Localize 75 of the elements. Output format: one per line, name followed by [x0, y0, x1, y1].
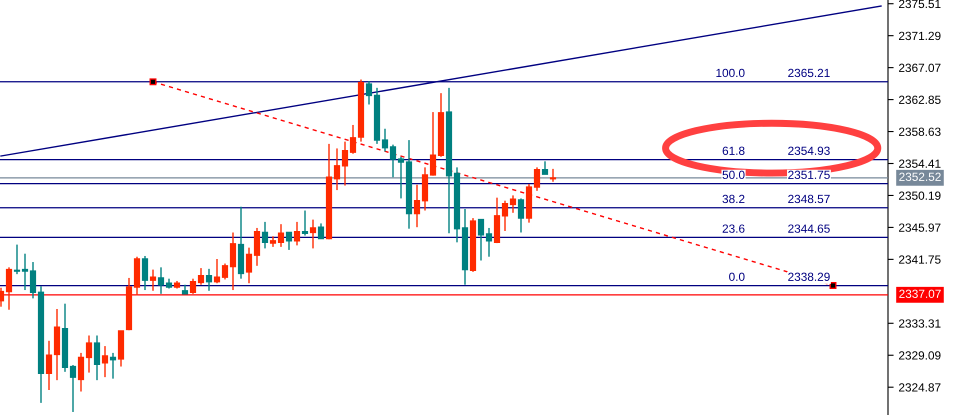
annotation: 38.2	[722, 194, 744, 204]
candlestick	[270, 236, 276, 248]
candlestick	[254, 227, 260, 267]
candlestick	[22, 253, 28, 291]
candlestick	[198, 267, 204, 286]
candlestick	[398, 156, 404, 200]
candlestick	[206, 268, 212, 292]
candlestick	[14, 244, 20, 275]
annotation: 2351.75	[788, 170, 830, 180]
candlestick	[70, 364, 76, 413]
candlestick	[342, 140, 348, 186]
candlestick	[166, 278, 172, 290]
candlestick	[510, 194, 516, 214]
annotation: 50.0	[722, 170, 745, 180]
candlestick	[262, 221, 268, 250]
candlestick	[142, 255, 148, 291]
candlestick	[550, 168, 556, 182]
candlestick	[30, 261, 36, 300]
candlestick	[278, 223, 284, 248]
ref-line-label: 2337.07	[899, 290, 941, 298]
candlestick	[534, 166, 540, 192]
candlestick	[158, 266, 164, 295]
candlestick	[230, 232, 236, 291]
candlestick	[502, 200, 508, 232]
y-tick-label: 2371.29	[899, 32, 941, 40]
candlestick	[382, 128, 388, 152]
y-tick-label: 2333.31	[899, 319, 941, 328]
candlestick	[78, 352, 84, 392]
candlestick	[150, 268, 156, 292]
candlestick	[366, 80, 372, 106]
y-tick-label: 2362.85	[899, 96, 941, 104]
candlestick	[102, 345, 108, 378]
annotation: 23.6	[722, 224, 745, 233]
candlestick	[334, 148, 340, 191]
y-tick-label: 2350.19	[899, 191, 941, 200]
candlestick	[6, 266, 12, 310]
candlestick	[478, 218, 484, 262]
annotation: 2338.29	[788, 272, 830, 281]
annotation: 100.0	[716, 68, 745, 78]
y-tick-label: 2329.09	[899, 351, 941, 360]
candlestick	[214, 258, 220, 284]
candlestick	[430, 111, 436, 176]
candlestick	[310, 218, 316, 250]
y-tick-label: 2324.87	[899, 383, 940, 392]
annotation: 61.8	[722, 146, 745, 155]
candlestick	[286, 232, 292, 251]
candlestick	[302, 210, 308, 236]
y-tick-label: 2341.75	[899, 255, 941, 264]
candlestick	[542, 160, 548, 175]
candlestick	[294, 221, 300, 246]
y-tick-label: 2367.07	[899, 64, 940, 72]
candlestick	[518, 198, 524, 234]
annotation: 2354.93	[788, 146, 830, 155]
candlestick	[246, 246, 252, 284]
annotation: 2348.57	[788, 194, 830, 204]
candlestick	[190, 278, 196, 295]
y-tick-label: 2354.41	[899, 160, 941, 168]
ref-line-label: 2352.52	[899, 172, 941, 181]
candlestick	[390, 144, 396, 178]
y-tick-label: 2358.63	[899, 128, 941, 136]
candlestick	[414, 184, 420, 228]
candlestick	[86, 334, 92, 374]
annotation: 0.0	[729, 272, 745, 281]
candlestick	[182, 284, 188, 295]
candlestick	[222, 262, 228, 280]
candlestick	[318, 222, 324, 240]
candlestick	[110, 352, 116, 380]
candlestick	[94, 334, 100, 381]
annotation: 2365.21	[788, 68, 830, 78]
candlestick	[486, 227, 492, 258]
annotation: 2344.65	[788, 224, 830, 233]
candlestick	[46, 340, 52, 391]
y-tick-label: 2375.51	[899, 0, 941, 8]
candlestick	[350, 124, 356, 154]
y-tick-label: 2345.97	[899, 223, 940, 232]
